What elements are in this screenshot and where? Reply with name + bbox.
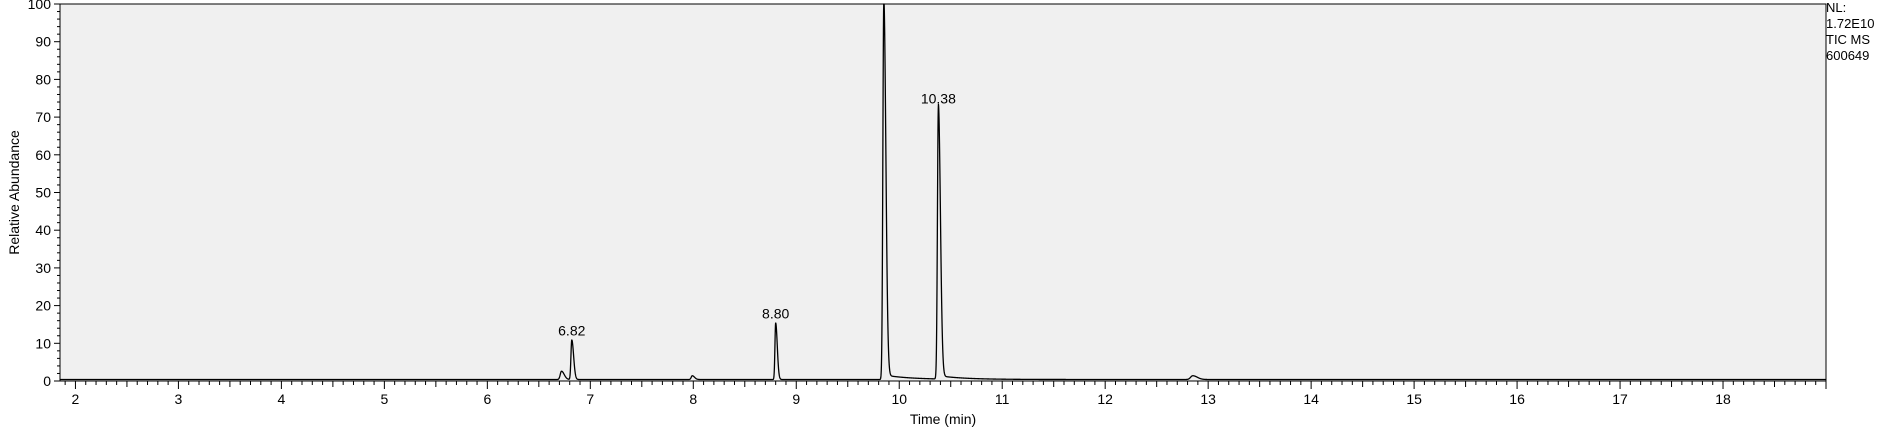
x-tick-label: 12 [1097,391,1113,407]
x-tick-label: 18 [1715,391,1731,407]
x-tick-label: 16 [1509,391,1525,407]
y-tick-label: 10 [35,335,51,351]
x-tick-label: 5 [380,391,388,407]
x-tick-label: 15 [1406,391,1422,407]
nl-value: 1.72E10 [1826,16,1875,31]
x-axis-ticks: 2 3 4 5 6 7 8 9 10 11 12 13 14 15 16 17 18 [64,381,1827,407]
x-tick-label: 7 [586,391,594,407]
x-tick-label: 6 [483,391,491,407]
y-tick-label: 70 [35,109,51,125]
x-tick-label: 4 [277,391,285,407]
peak-label: 10.38 [921,91,956,107]
scan-type: TIC MS [1826,32,1871,47]
info-panel: NL: 1.72E10 TIC MS 600649 [1826,0,1874,64]
x-tick-label: 2 [72,391,80,407]
y-tick-label: 100 [28,0,52,12]
peak-label: 9.85 [870,0,897,1]
x-tick-label: 9 [792,391,800,407]
y-tick-label: 40 [35,222,51,238]
x-axis-title: Time (min) [910,411,976,427]
peak-label: 8.80 [762,305,789,321]
x-tick-label: 10 [891,391,907,407]
nl-label: NL: [1826,0,1847,15]
x-tick-label: 14 [1303,391,1319,407]
y-tick-label: 20 [35,298,51,314]
file-id: 600649 [1826,48,1870,63]
x-tick-label: 3 [175,391,183,407]
x-tick-label: 17 [1612,391,1628,407]
y-axis-title: Relative Abundance [6,130,22,255]
y-tick-label: 90 [35,34,51,50]
y-tick-label: 30 [35,260,51,276]
y-tick-label: 50 [35,185,51,201]
peak-annotations: 6.82 8.80 9.85 10.38 [558,0,956,338]
x-tick-label: 13 [1200,391,1216,407]
y-axis-ticks: 0 10 20 30 40 50 60 70 80 90 100 [28,0,60,389]
plot-area-background [60,4,1826,381]
peak-label: 6.82 [558,322,585,338]
tic-trace-line [59,3,1827,381]
y-tick-label: 60 [35,147,51,163]
plot-frame [59,3,1827,382]
y-tick-label: 0 [43,373,51,389]
y-tick-label: 80 [35,71,51,87]
x-tick-label: 8 [689,391,697,407]
x-tick-label: 11 [995,391,1010,407]
